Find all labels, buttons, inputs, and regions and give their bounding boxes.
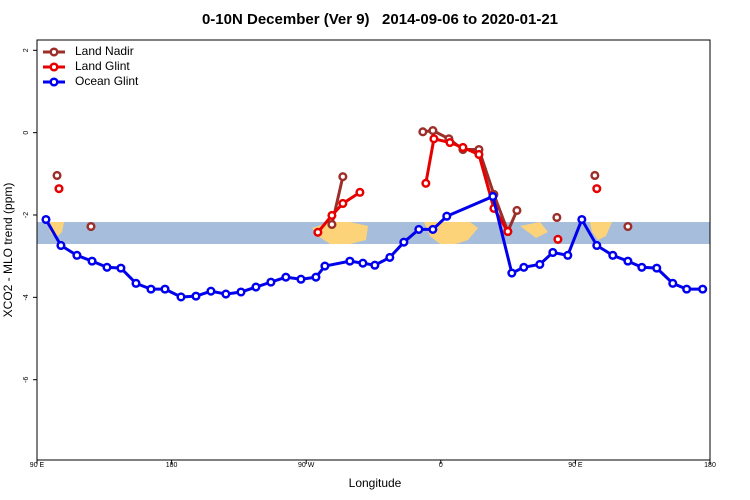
point (338, 198, 348, 209)
y-tick-label: 2 (23, 48, 30, 52)
legend-marker (49, 47, 59, 57)
point (474, 149, 484, 160)
point (116, 263, 126, 273)
y-tick-label: -6 (23, 376, 30, 382)
point (577, 214, 587, 225)
point (131, 278, 141, 288)
map-strip (37, 222, 710, 244)
x-tick-label: 180 (704, 462, 716, 469)
series-line (44, 194, 703, 299)
chart-title: 0-10N December (Ver 9) 2014-09-06 to 202… (202, 11, 558, 28)
point (54, 184, 64, 194)
point (311, 272, 321, 282)
point (251, 282, 261, 292)
point (563, 250, 573, 260)
point (590, 170, 600, 181)
legend-label: Land Nadir (75, 44, 134, 58)
point (86, 221, 96, 232)
point (668, 278, 678, 288)
legend-label: Land Glint (75, 59, 130, 73)
point (236, 287, 246, 297)
point (414, 224, 424, 234)
point (338, 172, 348, 182)
legend-label: Ocean Glint (75, 74, 139, 88)
point (160, 284, 170, 294)
point (206, 286, 216, 296)
y-tick-label: -4 (23, 294, 30, 300)
point (512, 205, 522, 216)
point (507, 268, 517, 278)
point (682, 284, 692, 294)
point (296, 274, 306, 284)
point (370, 260, 380, 270)
point (428, 224, 438, 234)
point (442, 211, 452, 221)
point (281, 272, 291, 282)
legend-marker (49, 77, 59, 87)
point (592, 184, 602, 194)
point (623, 221, 633, 232)
point (548, 247, 558, 258)
point (385, 252, 395, 262)
point (552, 212, 562, 223)
point (358, 258, 368, 268)
point (191, 291, 201, 301)
point (503, 226, 513, 237)
point (327, 210, 337, 220)
point (421, 178, 431, 188)
x-tick-label: 90 E (568, 462, 583, 469)
point (445, 137, 455, 148)
point (488, 191, 498, 202)
point (266, 277, 276, 287)
y-tick-label: 0 (23, 131, 30, 135)
x-tick-label: 90 W (298, 462, 315, 469)
x-tick-label: 180 (166, 462, 178, 469)
point (519, 262, 529, 272)
point (652, 263, 662, 273)
point (41, 214, 51, 225)
point (52, 170, 62, 181)
point (429, 134, 439, 144)
point (399, 237, 409, 247)
point (608, 250, 618, 260)
point (535, 259, 545, 269)
plot-frame (36, 39, 711, 461)
x-tick-label: 90 E (30, 462, 45, 469)
point (320, 261, 330, 271)
x-axis-label: Longitude (349, 476, 402, 490)
y-tick-label: -2 (23, 212, 30, 218)
point (553, 234, 563, 244)
point (418, 127, 428, 137)
point (327, 219, 337, 230)
point (176, 292, 186, 302)
x-tick-label: 0 (439, 462, 443, 469)
point (637, 262, 647, 272)
point (623, 256, 633, 266)
point (72, 250, 82, 260)
point (355, 187, 365, 197)
point (313, 227, 323, 237)
point (458, 142, 468, 153)
point (698, 284, 708, 294)
point (592, 240, 602, 251)
point (102, 262, 112, 272)
legend-marker (49, 62, 59, 72)
point (428, 126, 438, 136)
y-axis-label: XCO2 - MLO trend (ppm) (1, 183, 15, 318)
point (221, 289, 231, 299)
point (345, 256, 355, 266)
point (87, 256, 97, 266)
point (56, 240, 66, 251)
point (146, 284, 156, 294)
